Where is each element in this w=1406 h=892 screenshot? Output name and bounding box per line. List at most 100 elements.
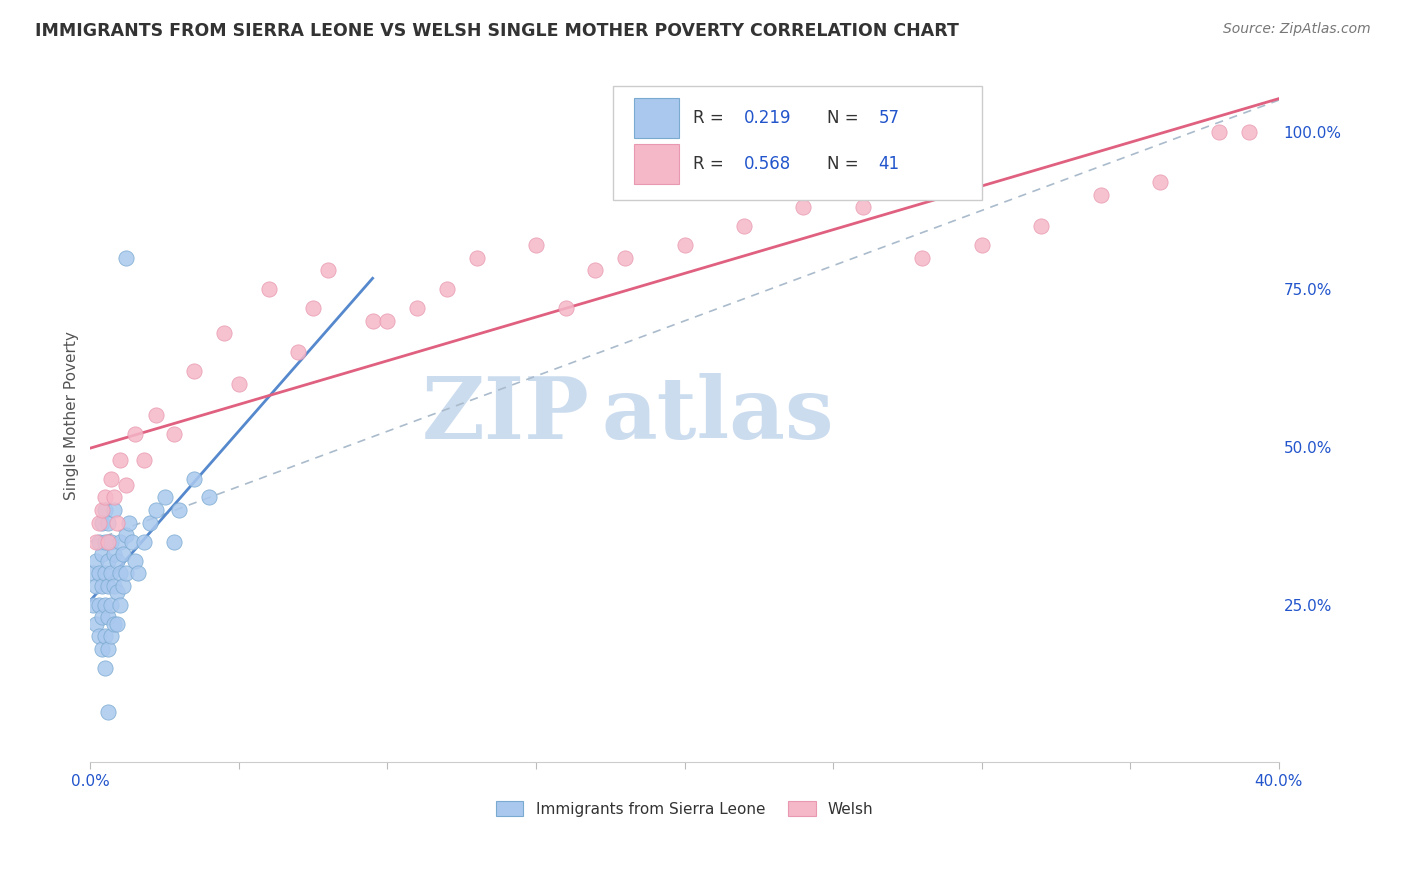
Point — [89, 566, 111, 581]
Point — [91, 579, 114, 593]
Text: 41: 41 — [879, 155, 900, 173]
Point — [100, 566, 122, 581]
Point — [124, 553, 146, 567]
Text: atlas: atlas — [602, 374, 834, 458]
Point — [94, 503, 117, 517]
Point — [105, 553, 128, 567]
Point — [94, 534, 117, 549]
Point — [115, 528, 138, 542]
Point — [84, 553, 107, 567]
Point — [1149, 175, 1171, 189]
Point — [94, 566, 117, 581]
Point — [162, 534, 184, 549]
Point — [97, 516, 120, 530]
Point — [97, 641, 120, 656]
Point — [228, 376, 250, 391]
Point — [127, 566, 149, 581]
Point — [100, 534, 122, 549]
Point — [82, 598, 104, 612]
Point — [852, 200, 875, 214]
Text: N =: N = — [827, 109, 865, 127]
Point — [1090, 187, 1112, 202]
Point — [121, 534, 143, 549]
Point — [89, 598, 111, 612]
Point — [89, 534, 111, 549]
Point — [84, 534, 107, 549]
Point — [111, 547, 134, 561]
Point — [436, 282, 458, 296]
Point — [97, 534, 120, 549]
Text: 0.568: 0.568 — [744, 155, 792, 173]
Point — [162, 427, 184, 442]
Point — [132, 452, 155, 467]
Y-axis label: Single Mother Poverty: Single Mother Poverty — [65, 331, 79, 500]
Point — [169, 503, 191, 517]
Point — [91, 547, 114, 561]
Point — [118, 516, 141, 530]
Point — [257, 282, 280, 296]
Text: R =: R = — [693, 109, 728, 127]
Point — [105, 585, 128, 599]
Point — [82, 566, 104, 581]
Point — [97, 579, 120, 593]
Point — [183, 364, 205, 378]
Point — [111, 579, 134, 593]
Point — [100, 598, 122, 612]
Point — [733, 219, 755, 234]
Point — [91, 610, 114, 624]
Point — [103, 547, 125, 561]
Point — [91, 503, 114, 517]
Text: ZIP: ZIP — [422, 374, 589, 458]
Point — [91, 641, 114, 656]
Point — [911, 251, 934, 265]
Point — [554, 301, 576, 316]
Point — [287, 345, 309, 359]
Point — [406, 301, 429, 316]
FancyBboxPatch shape — [613, 86, 981, 201]
Point — [100, 472, 122, 486]
Point — [1208, 125, 1230, 139]
Point — [84, 579, 107, 593]
Point — [115, 478, 138, 492]
Point — [105, 616, 128, 631]
Point — [145, 409, 167, 423]
Point — [1031, 219, 1053, 234]
Point — [970, 238, 993, 252]
Point — [377, 314, 399, 328]
Point — [97, 610, 120, 624]
Point — [100, 629, 122, 643]
Point — [103, 579, 125, 593]
Point — [792, 200, 814, 214]
Point — [145, 503, 167, 517]
Point — [673, 238, 696, 252]
Point — [89, 629, 111, 643]
Point — [94, 598, 117, 612]
Point — [302, 301, 325, 316]
Text: 57: 57 — [879, 109, 900, 127]
Text: 0.219: 0.219 — [744, 109, 792, 127]
Point — [132, 534, 155, 549]
Point — [108, 534, 131, 549]
Point — [465, 251, 488, 265]
Text: N =: N = — [827, 155, 865, 173]
Point — [108, 452, 131, 467]
Point — [316, 263, 339, 277]
Point — [94, 661, 117, 675]
Point — [94, 491, 117, 505]
Point — [115, 251, 138, 265]
Point — [97, 553, 120, 567]
Text: R =: R = — [693, 155, 728, 173]
Point — [361, 314, 384, 328]
Point — [198, 491, 221, 505]
Point — [103, 503, 125, 517]
Bar — [634, 145, 679, 185]
Point — [84, 616, 107, 631]
Point — [103, 616, 125, 631]
Point — [1237, 125, 1260, 139]
Point — [585, 263, 607, 277]
Point — [108, 598, 131, 612]
Point — [91, 516, 114, 530]
Point — [124, 427, 146, 442]
Text: Source: ZipAtlas.com: Source: ZipAtlas.com — [1223, 22, 1371, 37]
Point — [153, 491, 176, 505]
